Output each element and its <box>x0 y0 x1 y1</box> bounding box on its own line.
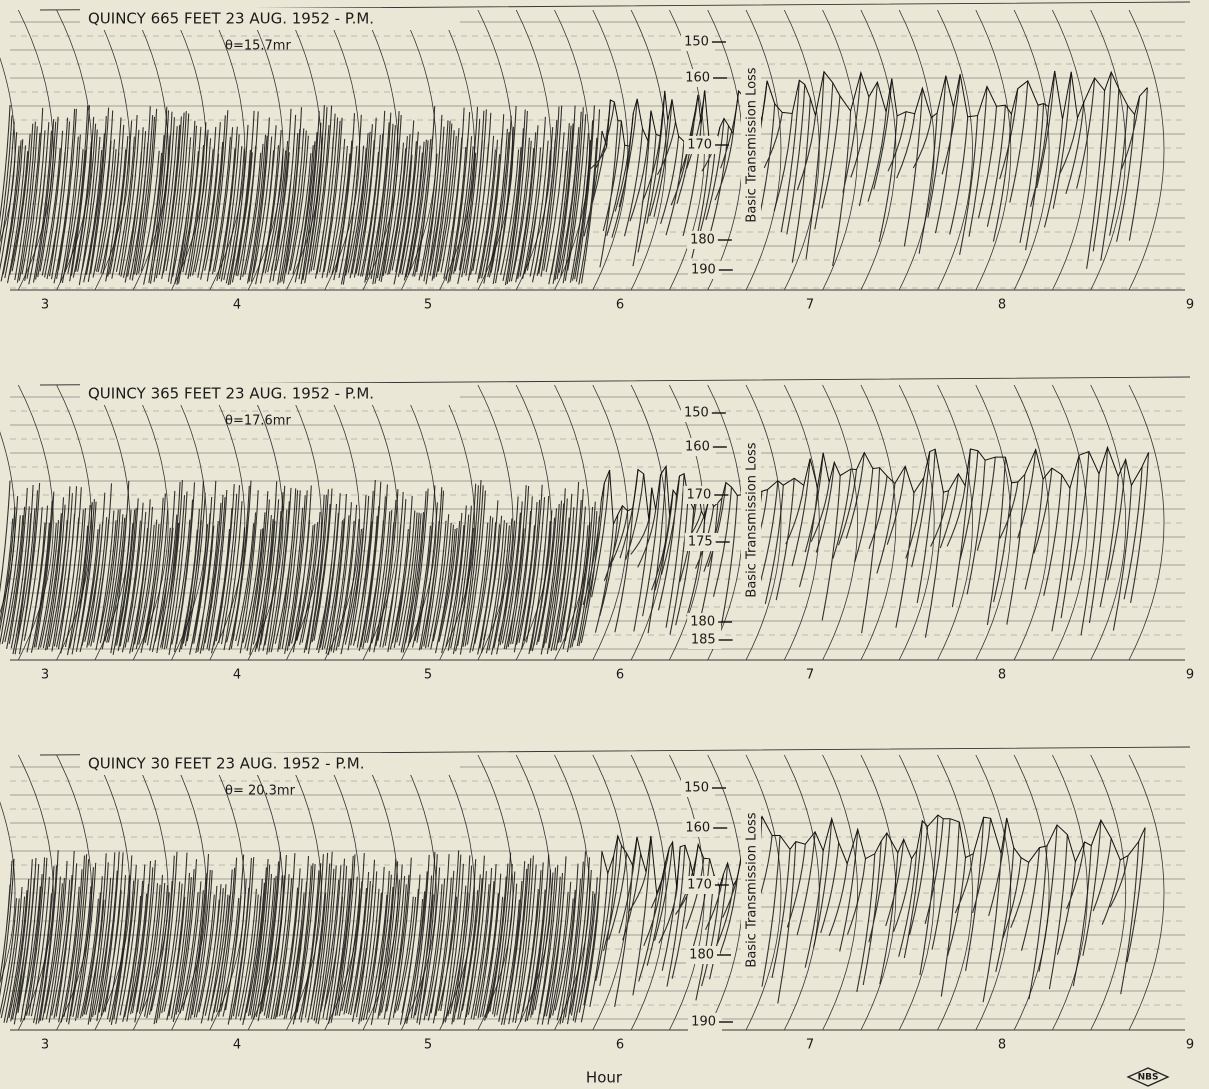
y-tick-label: 170 <box>687 138 712 153</box>
x-tick-label: 3 <box>41 668 49 683</box>
angle-label: θ= 20.3mr <box>225 784 296 799</box>
x-tick-label: 9 <box>1186 298 1194 313</box>
angle-label: θ=17.6mr <box>225 414 291 429</box>
y-tick-bg <box>687 631 722 649</box>
x-tick-label: 7 <box>806 298 814 313</box>
x-tick-label: 5 <box>424 668 432 683</box>
x-tick-label: 4 <box>233 1038 241 1053</box>
trace-envelope <box>601 70 1148 149</box>
y-tick-label: 180 <box>690 615 715 630</box>
panel-title: QUINCY 30 FEET 23 AUG. 1952 - P.M. <box>88 755 365 773</box>
y-tick-bg <box>684 533 719 551</box>
y-tick-label: 180 <box>689 948 714 963</box>
y-tick-bg <box>681 438 716 456</box>
title-box <box>80 383 460 405</box>
y-axis-label: Basic Transmission Loss <box>745 812 760 967</box>
y-tick-label: 170 <box>687 878 712 893</box>
y-tick-label: 150 <box>684 781 709 796</box>
x-tick-label: 5 <box>424 1038 432 1053</box>
x-tick-label: 6 <box>616 1038 624 1053</box>
trace <box>0 70 1148 286</box>
x-tick-label: 4 <box>233 298 241 313</box>
y-label-bg <box>741 805 761 975</box>
x-tick-label: 4 <box>233 668 241 683</box>
y-tick-bg <box>688 1013 723 1031</box>
x-tick-label: 6 <box>616 298 624 313</box>
y-tick-label: 175 <box>688 535 713 550</box>
trace-envelope <box>600 445 1150 525</box>
logo-frame <box>1126 1067 1170 1087</box>
x-tick-label: 9 <box>1186 1038 1194 1053</box>
y-tick-label: 160 <box>685 71 710 86</box>
x-tick-label: 3 <box>41 298 49 313</box>
y-tick-bg <box>682 69 717 87</box>
trace-envelope <box>601 814 1146 894</box>
x-tick-label: 7 <box>806 1038 814 1053</box>
x-tick-label: 8 <box>998 1038 1006 1053</box>
trace <box>0 447 1150 656</box>
y-tick-bg <box>680 779 715 797</box>
y-label-bg <box>741 435 761 605</box>
y-tick-bg <box>687 261 722 279</box>
y-tick-label: 160 <box>685 440 710 455</box>
logo: NBS <box>1138 1073 1159 1083</box>
x-axis-label: Hour <box>586 1069 623 1087</box>
angle-label: θ=15.7mr <box>225 39 291 54</box>
y-tick-bg <box>687 613 722 631</box>
y-tick-bg <box>680 404 715 422</box>
y-tick-bg <box>682 819 717 837</box>
y-tick-label: 180 <box>690 233 715 248</box>
y-label-bg <box>741 60 761 230</box>
title-box <box>80 8 460 30</box>
y-tick-label: 190 <box>691 263 716 278</box>
y-tick-label: 185 <box>691 633 716 648</box>
y-axis-label: Basic Transmission Loss <box>745 442 760 597</box>
trace <box>0 814 1146 1026</box>
y-tick-bg <box>683 486 718 504</box>
x-tick-label: 5 <box>424 298 432 313</box>
y-tick-bg <box>683 876 718 894</box>
panel-title: QUINCY 665 FEET 23 AUG. 1952 - P.M. <box>88 10 374 28</box>
y-tick-bg <box>686 231 721 249</box>
x-tick-label: 9 <box>1186 668 1194 683</box>
x-tick-label: 6 <box>616 668 624 683</box>
panel-title: QUINCY 365 FEET 23 AUG. 1952 - P.M. <box>88 385 374 403</box>
y-tick-label: 170 <box>686 488 711 503</box>
x-tick-label: 7 <box>806 668 814 683</box>
x-tick-label: 8 <box>998 298 1006 313</box>
y-tick-label: 150 <box>684 35 709 50</box>
y-tick-bg <box>686 946 720 964</box>
y-tick-label: 190 <box>691 1015 716 1030</box>
y-axis-label: Basic Transmission Loss <box>745 67 760 222</box>
y-tick-bg <box>684 136 719 154</box>
y-tick-label: 150 <box>684 406 709 421</box>
title-box <box>80 753 460 775</box>
x-tick-label: 3 <box>41 1038 49 1053</box>
y-tick-label: 160 <box>685 821 710 836</box>
x-tick-label: 8 <box>998 668 1006 683</box>
y-tick-bg <box>680 33 715 51</box>
